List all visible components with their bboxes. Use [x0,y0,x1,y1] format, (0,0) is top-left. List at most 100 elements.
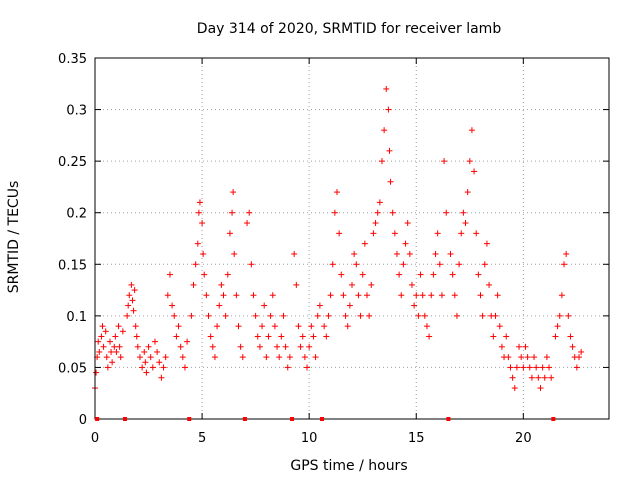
data-point [486,281,493,288]
data-point [220,292,227,299]
data-point [124,312,131,319]
data-point [224,271,231,278]
zero-marker [242,417,247,421]
data-point [125,302,132,309]
data-point [573,364,580,371]
data-point [145,343,152,350]
y-tick-label: 0.2 [66,207,87,222]
data-point [299,333,306,340]
data-point [216,302,223,309]
data-point [421,312,428,319]
data-point [261,302,268,309]
data-point [151,338,158,345]
data-point [192,261,199,268]
data-point [205,312,212,319]
data-point [411,302,418,309]
data-point [528,374,535,381]
data-point [222,312,229,319]
data-point [546,364,553,371]
data-point [259,323,266,330]
data-point [199,220,206,227]
data-point [419,292,426,299]
data-point [456,261,463,268]
x-tick-label: 20 [515,431,532,446]
data-point [518,354,525,361]
data-point [112,333,119,340]
data-point [554,323,561,330]
data-point [196,199,203,206]
data-point [471,168,478,175]
data-point [132,323,139,330]
zero-marker [122,417,127,421]
data-point [426,333,433,340]
data-point [366,312,373,319]
data-point [374,209,381,216]
data-point [524,354,531,361]
data-point [385,106,392,113]
data-point [256,343,263,350]
data-point [346,302,353,309]
data-point [158,374,165,381]
data-point [483,240,490,247]
data-point [179,354,186,361]
data-point [507,364,514,371]
data-point [141,348,148,355]
data-point [237,343,244,350]
zero-marker [290,417,295,421]
data-point [218,281,225,288]
data-point [304,364,311,371]
data-point [231,250,238,257]
data-point [552,333,559,340]
data-point [134,343,141,350]
data-point [492,312,499,319]
data-point [543,354,550,361]
data-point [526,364,533,371]
data-point [108,348,115,355]
data-point [327,292,334,299]
data-point [175,323,182,330]
data-point [103,354,110,361]
data-point [417,271,424,278]
data-point [117,354,124,361]
data-point [537,385,544,392]
data-point [156,359,163,366]
data-point [244,220,251,227]
data-point [539,364,546,371]
data-point [235,323,242,330]
data-point [252,312,259,319]
x-tick-label: 15 [408,431,425,446]
data-point [113,348,120,355]
data-point [535,374,542,381]
data-point [441,158,448,165]
data-point [481,261,488,268]
data-point [443,209,450,216]
data-point [139,364,146,371]
data-point [316,302,323,309]
data-point [99,323,106,330]
data-point [387,178,394,185]
data-point [147,354,154,361]
data-point [396,271,403,278]
data-point [520,364,527,371]
data-point [126,292,133,299]
data-point [393,250,400,257]
data-point [295,323,302,330]
data-point [93,369,100,376]
data-point [516,343,523,350]
data-point [353,261,360,268]
data-point [477,292,484,299]
data-point [509,374,516,381]
data-point [269,292,276,299]
zero-marker [187,417,192,421]
data-point [278,333,285,340]
y-tick-label: 0.35 [58,52,87,67]
data-point [451,292,458,299]
data-point [115,323,122,330]
data-point [357,312,364,319]
data-point [95,338,102,345]
data-point [271,323,278,330]
axis-ticks: 0 5 10 15 20 0 0.05 0.1 0.15 0.2 0.25 0.3 0.35 [58,52,609,446]
data-point [404,220,411,227]
data-point [334,189,341,196]
y-tick-label: 0.05 [58,361,87,376]
